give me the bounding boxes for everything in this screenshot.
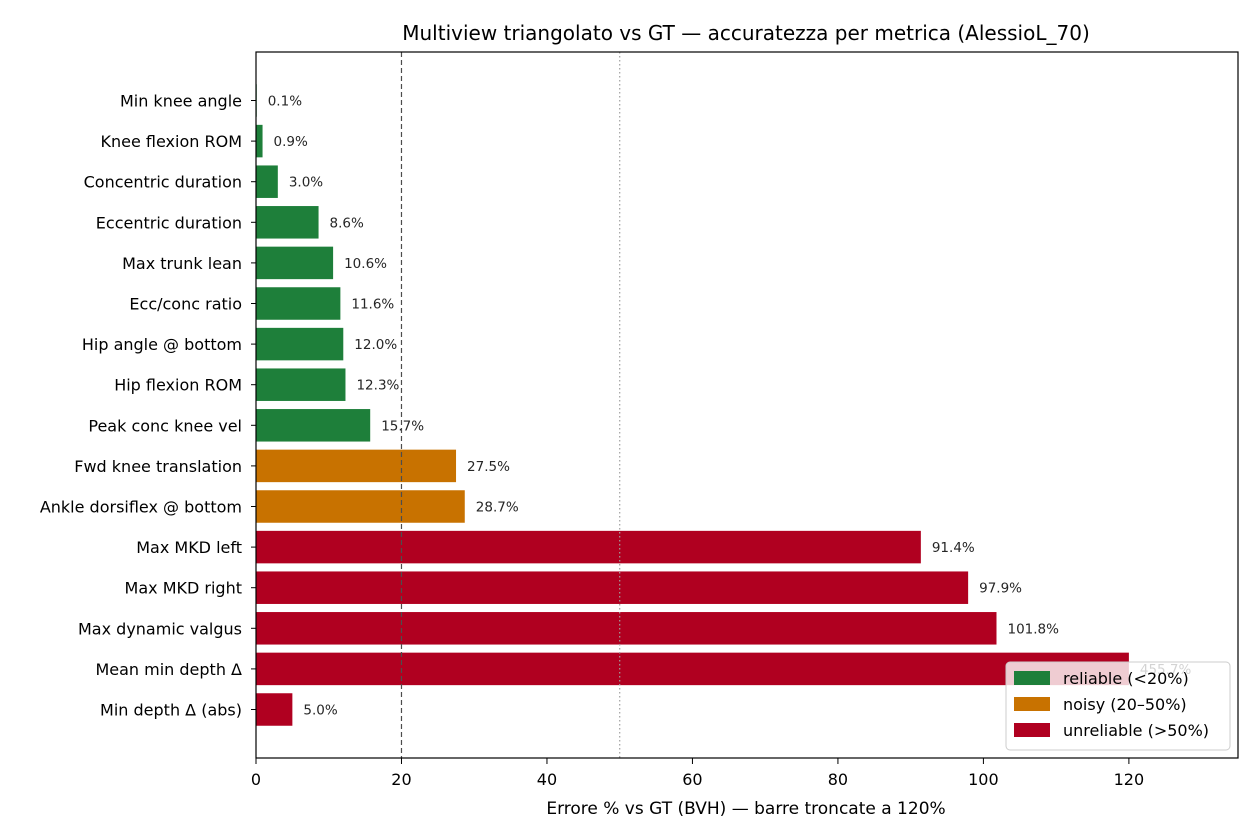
bar: [256, 449, 457, 483]
bars-layer: [256, 84, 1129, 726]
bar-value-label: 12.0%: [354, 337, 397, 353]
legend-label-reliable: reliable (<20%): [1063, 669, 1189, 688]
bar-value-label: 27.5%: [467, 459, 510, 475]
category-tick-label: Hip flexion ROM: [114, 376, 242, 395]
bar: [256, 287, 341, 320]
legend: reliable (<20%) noisy (20–50%) unreliable …: [1005, 661, 1231, 751]
bar: [256, 693, 293, 726]
bar: [256, 530, 921, 564]
bar: [256, 368, 346, 401]
bar: [256, 571, 969, 604]
bar: [256, 327, 344, 361]
legend-label-unreliable: unreliable (>50%): [1063, 721, 1209, 740]
x-axis-title: Errore % vs GT (BVH) — barre troncate a …: [546, 799, 945, 819]
bar: [256, 490, 465, 523]
x-tick-label: 20: [391, 770, 411, 789]
bar: [256, 409, 371, 442]
bar: [256, 124, 263, 158]
bar-value-label: 0.1%: [268, 94, 302, 110]
category-tick-label: Min knee angle: [120, 92, 242, 111]
legend-swatch-reliable: [1014, 671, 1050, 685]
legend-swatch-noisy: [1014, 697, 1050, 711]
x-tick-label: 40: [537, 770, 557, 789]
bar: [256, 612, 997, 645]
x-tick-label: 80: [828, 770, 848, 789]
category-tick-label: Knee flexion ROM: [101, 132, 243, 151]
bar: [256, 246, 334, 280]
bar-value-label: 91.4%: [932, 540, 975, 556]
bar: [256, 165, 278, 198]
category-tick-label: Peak conc knee vel: [88, 416, 242, 435]
bar-value-label: 10.6%: [344, 256, 387, 272]
chart-title: Multiview triangolato vs GT — accuratezz…: [402, 21, 1090, 45]
x-tick-label: 120: [1114, 770, 1145, 789]
bar-value-label: 5.0%: [303, 703, 337, 719]
bar-value-label: 97.9%: [979, 581, 1022, 597]
legend-box: [1005, 661, 1231, 751]
category-tick-label: Max MKD left: [136, 538, 242, 557]
axes: Min knee angle Knee flexion ROM Concentric…: [40, 51, 1239, 789]
category-tick-label: Max dynamic valgus: [78, 619, 242, 638]
x-tick-label: 100: [968, 770, 999, 789]
category-tick-label: Hip angle @ bottom: [82, 335, 242, 354]
category-tick-label: Concentric duration: [84, 173, 242, 192]
category-tick-label: Max trunk lean: [122, 254, 242, 273]
bar-value-label: 15.7%: [381, 418, 424, 434]
category-tick-label: Ankle dorsiflex @ bottom: [40, 498, 242, 517]
legend-label-noisy: noisy (20–50%): [1063, 695, 1187, 714]
x-tick-label: 0: [251, 770, 261, 789]
bar-value-label: 3.0%: [289, 175, 323, 191]
bar-value-label: 101.8%: [1008, 621, 1060, 637]
x-tick-label: 60: [682, 770, 702, 789]
category-tick-label: Fwd knee translation: [74, 457, 242, 476]
legend-swatch-unreliable: [1014, 723, 1050, 737]
bar-value-label: 11.6%: [351, 297, 394, 313]
bar: [256, 652, 1129, 686]
category-tick-label: Min depth Δ (abs): [100, 701, 242, 720]
bar-value-label: 12.3%: [356, 378, 399, 394]
bar-value-label: 0.9%: [274, 134, 308, 150]
bar-value-label: 28.7%: [476, 500, 519, 516]
bar: [256, 206, 319, 239]
value-labels: 0.1% 0.9% 3.0% 8.6% 10.6% 11.6% 12.0% 12.3% 15.7…: [268, 94, 1192, 719]
category-tick-label: Ecc/conc ratio: [129, 295, 242, 314]
bar-value-label: 8.6%: [330, 215, 364, 231]
reference-lines: [400, 52, 621, 758]
category-tick-label: Eccentric duration: [96, 213, 242, 232]
category-tick-label: Max MKD right: [125, 579, 242, 598]
category-tick-label: Mean min depth Δ: [95, 660, 242, 679]
plot-frame: [255, 51, 1239, 759]
